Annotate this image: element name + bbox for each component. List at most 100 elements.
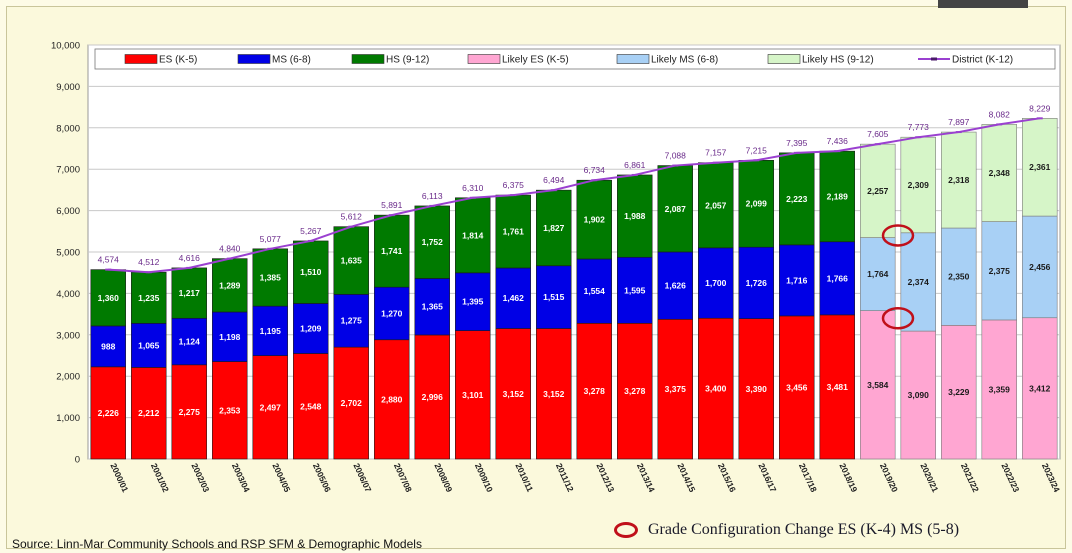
es-segment <box>171 364 207 460</box>
segment-value-label: 3,278 <box>624 386 646 396</box>
likely-ms-segment <box>981 221 1017 321</box>
ms-segment <box>536 265 572 329</box>
es-segment <box>495 328 531 460</box>
segment-value-label: 2,375 <box>989 266 1011 276</box>
district-value-label: 4,574 <box>98 255 120 265</box>
y-tick-label: 6,000 <box>56 206 80 217</box>
es-segment <box>333 346 369 460</box>
x-tick-label: 2017/18 <box>797 462 819 494</box>
segment-value-label: 2,548 <box>300 401 322 411</box>
ms-segment <box>131 323 167 368</box>
segment-value-label: 2,057 <box>705 200 727 210</box>
likely-ms-segment <box>860 237 896 311</box>
likely-ms-segment <box>941 227 977 326</box>
district-value-label: 7,157 <box>705 148 727 158</box>
es-segment <box>90 366 126 460</box>
source-note: Source: Linn-Mar Community Schools and R… <box>12 537 422 551</box>
es-segment <box>576 322 612 460</box>
segment-value-label: 3,456 <box>786 382 808 392</box>
segment-value-label: 1,988 <box>624 211 646 221</box>
hs-segment <box>698 162 734 249</box>
ms-segment <box>495 267 531 329</box>
corner-tab <box>938 0 1028 8</box>
ms-segment <box>293 303 329 354</box>
ms-segment <box>171 317 207 366</box>
likely-es-segment <box>1022 317 1058 460</box>
x-tick-label: 2006/07 <box>351 462 373 494</box>
ms-segment <box>779 244 815 317</box>
ms-segment <box>819 241 855 316</box>
es-segment <box>536 328 572 460</box>
legend-label: Likely MS (6-8) <box>651 55 718 66</box>
district-value-label: 7,088 <box>665 151 687 161</box>
segment-value-label: 1,217 <box>179 288 201 298</box>
hs-segment <box>779 152 815 246</box>
y-tick-label: 2,000 <box>56 372 80 383</box>
ms-segment <box>212 311 248 362</box>
segment-value-label: 2,497 <box>260 402 282 412</box>
segment-value-label: 1,716 <box>786 275 808 285</box>
legend-swatch <box>237 54 271 64</box>
y-tick-label: 10,000 <box>51 41 80 52</box>
x-tick-label: 2007/08 <box>392 462 414 494</box>
district-value-label: 5,077 <box>260 234 282 244</box>
x-tick-label: 2003/04 <box>230 462 252 494</box>
segment-value-label: 2,880 <box>381 394 403 404</box>
hs-segment <box>495 194 531 269</box>
es-segment <box>617 322 653 460</box>
segment-value-label: 2,348 <box>989 168 1011 178</box>
district-value-label: 7,436 <box>827 136 849 146</box>
segment-value-label: 3,090 <box>908 390 930 400</box>
hs-segment <box>131 271 167 324</box>
hs-segment <box>293 240 329 304</box>
segment-value-label: 1,275 <box>341 316 363 326</box>
y-tick-label: 9,000 <box>56 82 80 93</box>
segment-value-label: 1,902 <box>584 215 606 225</box>
segment-value-label: 988 <box>101 341 115 351</box>
ms-segment <box>90 325 126 368</box>
x-tick-label: 2004/05 <box>270 462 292 494</box>
segment-value-label: 3,584 <box>867 380 889 390</box>
red-circle-icon <box>614 522 638 539</box>
segment-value-label: 2,257 <box>867 186 889 196</box>
segment-value-label: 1,741 <box>381 246 403 256</box>
x-tick-label: 2014/15 <box>675 462 697 494</box>
hs-segment <box>819 150 855 243</box>
segment-value-label: 3,481 <box>827 382 849 392</box>
es-segment <box>819 314 855 460</box>
segment-value-label: 3,229 <box>948 387 970 397</box>
segment-value-label: 2,702 <box>341 398 363 408</box>
segment-value-label: 1,554 <box>584 286 606 296</box>
grade-config-note-text: Grade Configuration Change ES (K-4) MS (… <box>648 521 960 538</box>
segment-value-label: 2,212 <box>138 408 160 418</box>
district-value-label: 6,375 <box>503 180 525 190</box>
y-tick-label: 5,000 <box>56 248 80 259</box>
segment-value-label: 3,375 <box>665 384 687 394</box>
segment-value-label: 3,412 <box>1029 383 1051 393</box>
district-value-label: 5,891 <box>381 200 403 210</box>
legend-box <box>94 48 1056 70</box>
legend-label: ES (K-5) <box>159 55 197 66</box>
ms-segment <box>414 278 450 336</box>
district-line <box>108 117 1040 274</box>
x-tick-label: 2012/13 <box>594 462 616 494</box>
segment-value-label: 2,350 <box>948 272 970 282</box>
y-tick-label: 3,000 <box>56 330 80 341</box>
segment-value-label: 1,289 <box>219 280 241 290</box>
segment-value-label: 1,270 <box>381 308 403 318</box>
x-tick-label: 2018/19 <box>837 462 859 494</box>
legend-label: Likely ES (K-5) <box>502 55 569 66</box>
segment-value-label: 1,766 <box>827 273 849 283</box>
likely-es-segment <box>900 330 936 460</box>
y-tick-label: 1,000 <box>56 413 80 424</box>
segment-value-label: 1,814 <box>462 230 484 240</box>
x-tick-label: 2023/24 <box>1040 462 1062 494</box>
segment-value-label: 2,099 <box>746 199 768 209</box>
likely-hs-segment <box>860 143 896 238</box>
segment-value-label: 1,360 <box>98 293 120 303</box>
hs-segment <box>90 269 126 327</box>
segment-value-label: 1,595 <box>624 285 646 295</box>
district-value-label: 7,773 <box>908 122 930 132</box>
segment-value-label: 1,385 <box>260 272 282 282</box>
hs-segment <box>576 179 612 260</box>
